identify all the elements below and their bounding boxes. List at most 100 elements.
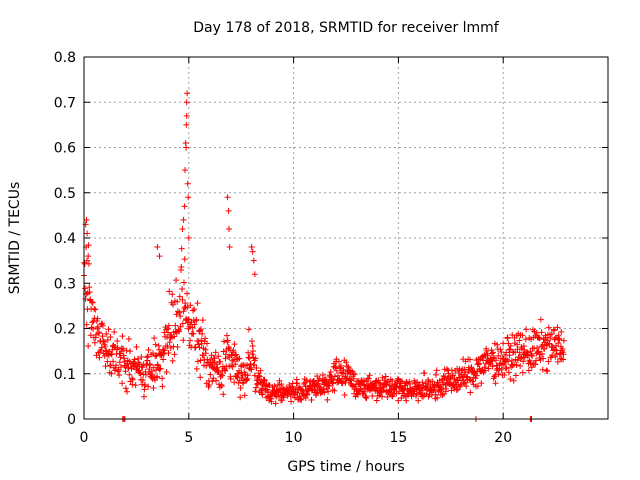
- data-point: [191, 321, 198, 328]
- data-point: [500, 340, 507, 347]
- data-point: [248, 338, 255, 345]
- data-point: [231, 341, 238, 348]
- data-point: [100, 338, 107, 345]
- data-point: [495, 352, 502, 359]
- data-point: [224, 194, 231, 201]
- data-point: [185, 316, 192, 323]
- data-point: [107, 362, 114, 369]
- data-point: [389, 378, 396, 385]
- y-tick-label: 0.8: [54, 50, 76, 66]
- data-point: [94, 315, 101, 322]
- data-point: [558, 328, 565, 335]
- data-point: [197, 374, 204, 381]
- data-point: [261, 377, 268, 384]
- data-point: [233, 351, 240, 358]
- data-point: [467, 389, 474, 396]
- data-point: [139, 364, 146, 371]
- data-point: [226, 225, 233, 232]
- data-point: [453, 386, 460, 393]
- data-point: [185, 194, 192, 201]
- data-point: [179, 296, 186, 303]
- data-point: [96, 354, 103, 361]
- y-tick-label: 0.7: [54, 95, 76, 111]
- data-point: [503, 365, 510, 372]
- data-point: [163, 369, 170, 376]
- data-point: [180, 216, 187, 223]
- data-point: [280, 394, 287, 401]
- data-point: [229, 357, 236, 364]
- data-point: [132, 382, 139, 389]
- data-point: [152, 353, 159, 360]
- data-point: [351, 371, 358, 378]
- y-tick-label: 0: [67, 412, 76, 428]
- data-point: [250, 257, 257, 264]
- data-point: [527, 360, 534, 367]
- data-point: [483, 347, 490, 354]
- data-point: [183, 112, 190, 119]
- data-point: [526, 359, 533, 366]
- data-point: [466, 376, 473, 383]
- data-point: [519, 369, 526, 376]
- data-point: [171, 333, 178, 340]
- data-point: [152, 341, 159, 348]
- data-point: [545, 358, 552, 365]
- data-point: [183, 121, 190, 128]
- data-point: [325, 388, 332, 395]
- y-tick-label: 0.6: [54, 141, 76, 157]
- data-point: [225, 207, 232, 214]
- data-point: [133, 344, 140, 351]
- data-point: [136, 367, 143, 374]
- data-point: [178, 245, 185, 252]
- data-point: [193, 316, 200, 323]
- data-point: [340, 366, 347, 373]
- data-point: [252, 355, 259, 362]
- data-point: [516, 337, 523, 344]
- data-point: [360, 381, 367, 388]
- data-point: [507, 376, 514, 383]
- data-point: [288, 398, 295, 405]
- data-point: [174, 344, 181, 351]
- data-point: [534, 344, 541, 351]
- data-point: [324, 396, 331, 403]
- data-point: [83, 321, 90, 328]
- data-point: [462, 369, 469, 376]
- data-point: [478, 380, 485, 387]
- data-point: [337, 362, 344, 369]
- data-point: [105, 326, 112, 333]
- data-point: [212, 349, 219, 356]
- data-point: [241, 392, 248, 399]
- data-point: [294, 380, 301, 387]
- data-point: [156, 366, 163, 373]
- data-point: [333, 367, 340, 374]
- data-point: [145, 383, 152, 390]
- data-point: [248, 244, 255, 251]
- data-point: [127, 348, 134, 355]
- data-point: [182, 167, 189, 174]
- data-point: [264, 386, 271, 393]
- data-point: [169, 291, 176, 298]
- data-point: [169, 357, 176, 364]
- data-point: [202, 335, 209, 342]
- data-point: [83, 216, 90, 223]
- data-point: [218, 382, 225, 389]
- data-point: [180, 279, 187, 286]
- data-point: [271, 383, 278, 390]
- data-point: [203, 340, 210, 347]
- data-point: [433, 371, 440, 378]
- data-point: [363, 395, 370, 402]
- data-point: [139, 377, 146, 384]
- data-point: [508, 357, 515, 364]
- data-point: [102, 363, 109, 370]
- data-point: [237, 394, 244, 401]
- data-point: [196, 344, 203, 351]
- data-point: [217, 371, 224, 378]
- data-point: [494, 341, 501, 348]
- data-point: [99, 333, 106, 340]
- data-point: [171, 351, 178, 358]
- data-point: [89, 319, 96, 326]
- x-tick-label: 15: [389, 430, 407, 446]
- data-point: [387, 389, 394, 396]
- data-point: [379, 393, 386, 400]
- data-point: [179, 286, 186, 293]
- data-point: [197, 326, 204, 333]
